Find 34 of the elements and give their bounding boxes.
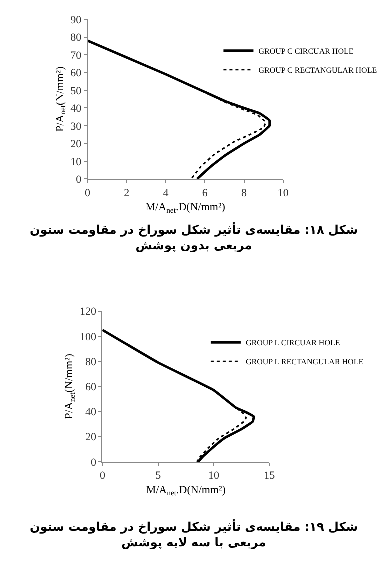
x-tick-label: 15 <box>264 470 276 482</box>
y-tick-label: 60 <box>70 68 82 80</box>
y-tick-label: 30 <box>70 120 82 133</box>
x-tick-label: 4 <box>163 187 170 200</box>
y-tick-label: 120 <box>80 306 97 318</box>
y-tick-label: 80 <box>86 356 97 368</box>
x-tick-label: 0 <box>100 470 106 482</box>
y-tick-label: 60 <box>86 381 97 394</box>
x-axis-title: M/A$_{net}$.D(N/mm²) <box>146 202 226 215</box>
x-axis-title: M/A$_{net}$.D(N/mm²) <box>146 484 226 498</box>
legend-label: GROUP C CIRCUAR HOLE <box>258 46 354 56</box>
x-tick-label: 5 <box>156 470 162 482</box>
x-tick-label: 8 <box>242 187 248 200</box>
y-tick-label: 0 <box>76 174 82 186</box>
x-tick-label: 6 <box>202 187 208 200</box>
y-tick-label: 20 <box>70 138 82 151</box>
y-tick-label: 20 <box>86 432 97 444</box>
y-tick-label: 100 <box>80 331 97 344</box>
y-tick-label: 90 <box>70 14 82 26</box>
y-tick-label: 10 <box>70 156 82 168</box>
y-tick-label: 50 <box>70 85 82 98</box>
y-tick-label: 70 <box>70 50 82 62</box>
legend-label: GROUP C RECTANGULAR HOLE <box>258 66 378 75</box>
text: شکل ۱۸: مقایسه‌ی تأثیر شکل سوراخ در مقاومت ستون مربعی بدون پوشش <box>30 222 358 253</box>
x-tick-label: 10 <box>278 187 290 200</box>
x-tick-label: 2 <box>124 187 130 200</box>
y-tick-label: 80 <box>70 32 82 44</box>
y-tick-label: 40 <box>86 406 97 419</box>
y-tick-label: 40 <box>70 103 82 116</box>
x-tick-label: 10 <box>208 470 220 482</box>
y-tick-label: 0 <box>91 456 97 469</box>
legend-label: GROUP L RECTANGULAR HOLE <box>246 358 364 367</box>
legend-label: GROUP L CIRCUAR HOLE <box>246 338 340 348</box>
text: شکل ۱۹: مقایسه‌ی تأثیر شکل سوراخ در مقاومت ستون مربعی با سه لایه پوشش <box>30 519 358 550</box>
